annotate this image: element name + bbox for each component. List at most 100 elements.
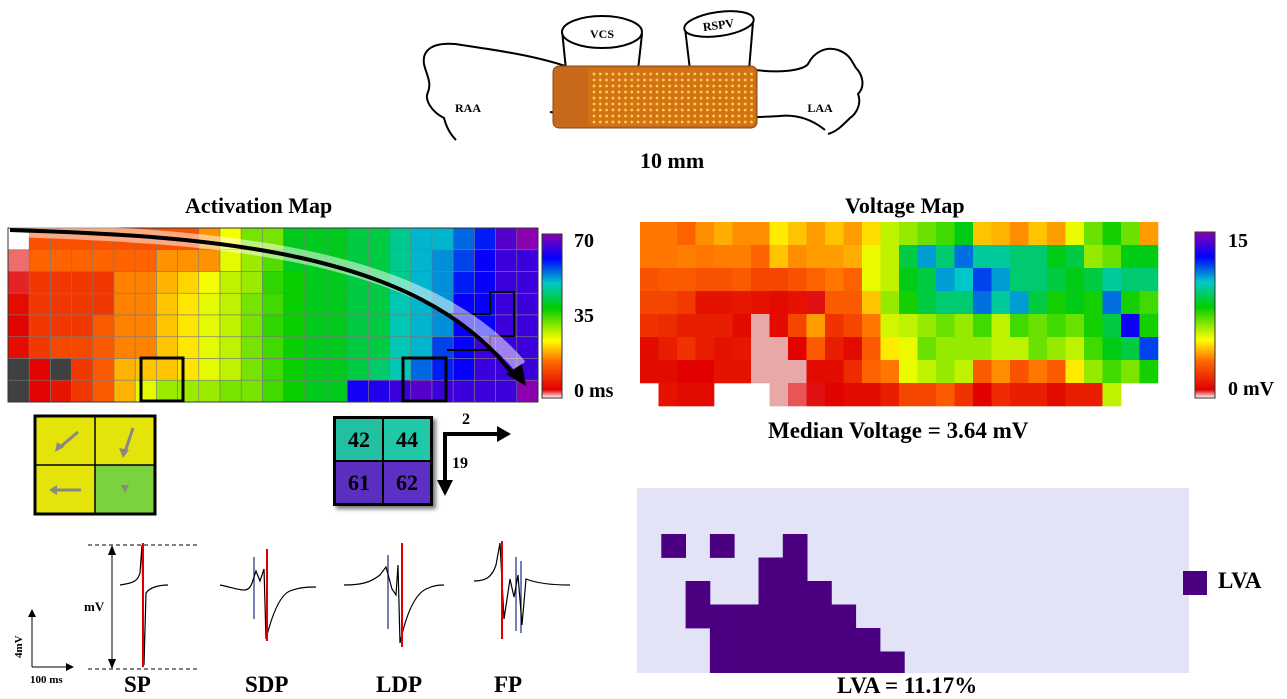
electrode-dot [737, 96, 741, 100]
electrode-dot [636, 114, 640, 118]
voltage-cell [862, 337, 881, 361]
activation-cell [304, 379, 327, 403]
electrode-dot [661, 90, 665, 94]
activation-cell [113, 379, 136, 403]
electrode-dot [636, 102, 640, 106]
electrode-dot [718, 90, 722, 94]
voltage-cell [1102, 314, 1122, 338]
voltage-cell [991, 222, 1011, 246]
electrode-dot [605, 72, 608, 76]
voltage-cell [1121, 360, 1140, 384]
electrode-dot [731, 102, 734, 106]
voltage-cell [1065, 383, 1085, 407]
voltage-cell [862, 268, 881, 292]
electrode-dot [649, 120, 653, 124]
activation-colorbar-tick-70: 70 [574, 230, 594, 252]
activation-cell [389, 227, 412, 251]
voltage-cell [991, 314, 1011, 338]
arrow-label-down: 19 [452, 455, 468, 472]
activation-cell [28, 379, 51, 403]
voltage-cell [1065, 268, 1085, 292]
electrode-dot [611, 90, 615, 94]
voltage-cell [880, 337, 900, 361]
voltage-cell [954, 222, 974, 246]
voltage-cell [788, 222, 807, 246]
voltage-cell [769, 291, 789, 315]
voltage-cell [917, 268, 937, 292]
voltage-cell [973, 314, 992, 338]
voltage-cell [714, 291, 733, 315]
activation-cell [452, 249, 475, 272]
voltage-cell [806, 291, 826, 315]
electrode-dot [680, 84, 684, 88]
activation-cell [262, 314, 284, 338]
activation-cell [304, 358, 327, 381]
electrode-dot [643, 72, 646, 76]
activation-cell [452, 271, 475, 294]
activation-cell [240, 358, 263, 381]
electrode-dot [598, 78, 602, 82]
activation-cell [219, 358, 242, 381]
voltage-cell [769, 314, 789, 338]
voltage-cell [917, 245, 937, 269]
voltage-cell [880, 383, 900, 407]
axis-y-label: 4mV [13, 635, 25, 658]
voltage-cell [732, 314, 752, 338]
vector-arrow-tr [119, 427, 135, 458]
direction-arrows [437, 426, 511, 496]
voltage-cell [825, 245, 844, 269]
egm-ldp [343, 543, 445, 647]
electrode-dot [668, 90, 671, 94]
electrode-dot [743, 120, 747, 124]
electrode-dot [605, 90, 608, 94]
activation-cell [410, 379, 433, 403]
voltage-cell [954, 245, 974, 269]
voltage-cell [658, 291, 678, 315]
voltage-cell [732, 222, 752, 246]
electrode-dot [706, 84, 709, 88]
electrode-dot [687, 102, 690, 106]
egm-sdp [219, 549, 317, 641]
lva-cell [782, 534, 808, 558]
electrode-dot [630, 102, 634, 106]
electrode-dot [687, 120, 690, 124]
voltage-cell [1010, 337, 1029, 361]
voltage-cell [954, 291, 974, 315]
electrode-dot [731, 108, 734, 112]
voltage-cell [1102, 268, 1122, 292]
activation-cell [389, 249, 412, 272]
voltage-cell [806, 222, 826, 246]
lva-cell [782, 628, 808, 652]
voltage-cell [973, 245, 992, 269]
voltage-cell [769, 360, 789, 384]
voltage-cell [973, 383, 992, 407]
activation-cell [92, 249, 115, 272]
activation-cell [389, 292, 412, 316]
voltage-cell [1121, 291, 1140, 315]
electrode-dots [592, 72, 753, 124]
voltage-cell [751, 360, 770, 384]
activation-cell [219, 292, 242, 316]
electrode-dot [624, 108, 627, 112]
activation-cell [495, 227, 518, 251]
electrode-dot [724, 96, 728, 100]
electrode-dot [693, 114, 697, 118]
voltage-cell [806, 314, 826, 338]
electrode-dot [731, 78, 734, 82]
electrode-dot [687, 78, 690, 82]
electrode-dot [718, 78, 722, 82]
electrode-dot [624, 90, 627, 94]
activation-cell [283, 336, 306, 359]
electrode-dot [706, 108, 709, 112]
voltage-cell [1065, 291, 1085, 315]
activation-cell [219, 336, 242, 359]
voltage-cell [843, 268, 863, 292]
lva-cell [831, 604, 857, 629]
activation-cell [516, 292, 539, 316]
electrode-dot [687, 84, 690, 88]
activation-cell [7, 292, 30, 316]
activation-cell [113, 292, 136, 316]
activation-cell [177, 292, 200, 316]
electrode-dot [706, 78, 709, 82]
voltage-cell [658, 268, 678, 292]
